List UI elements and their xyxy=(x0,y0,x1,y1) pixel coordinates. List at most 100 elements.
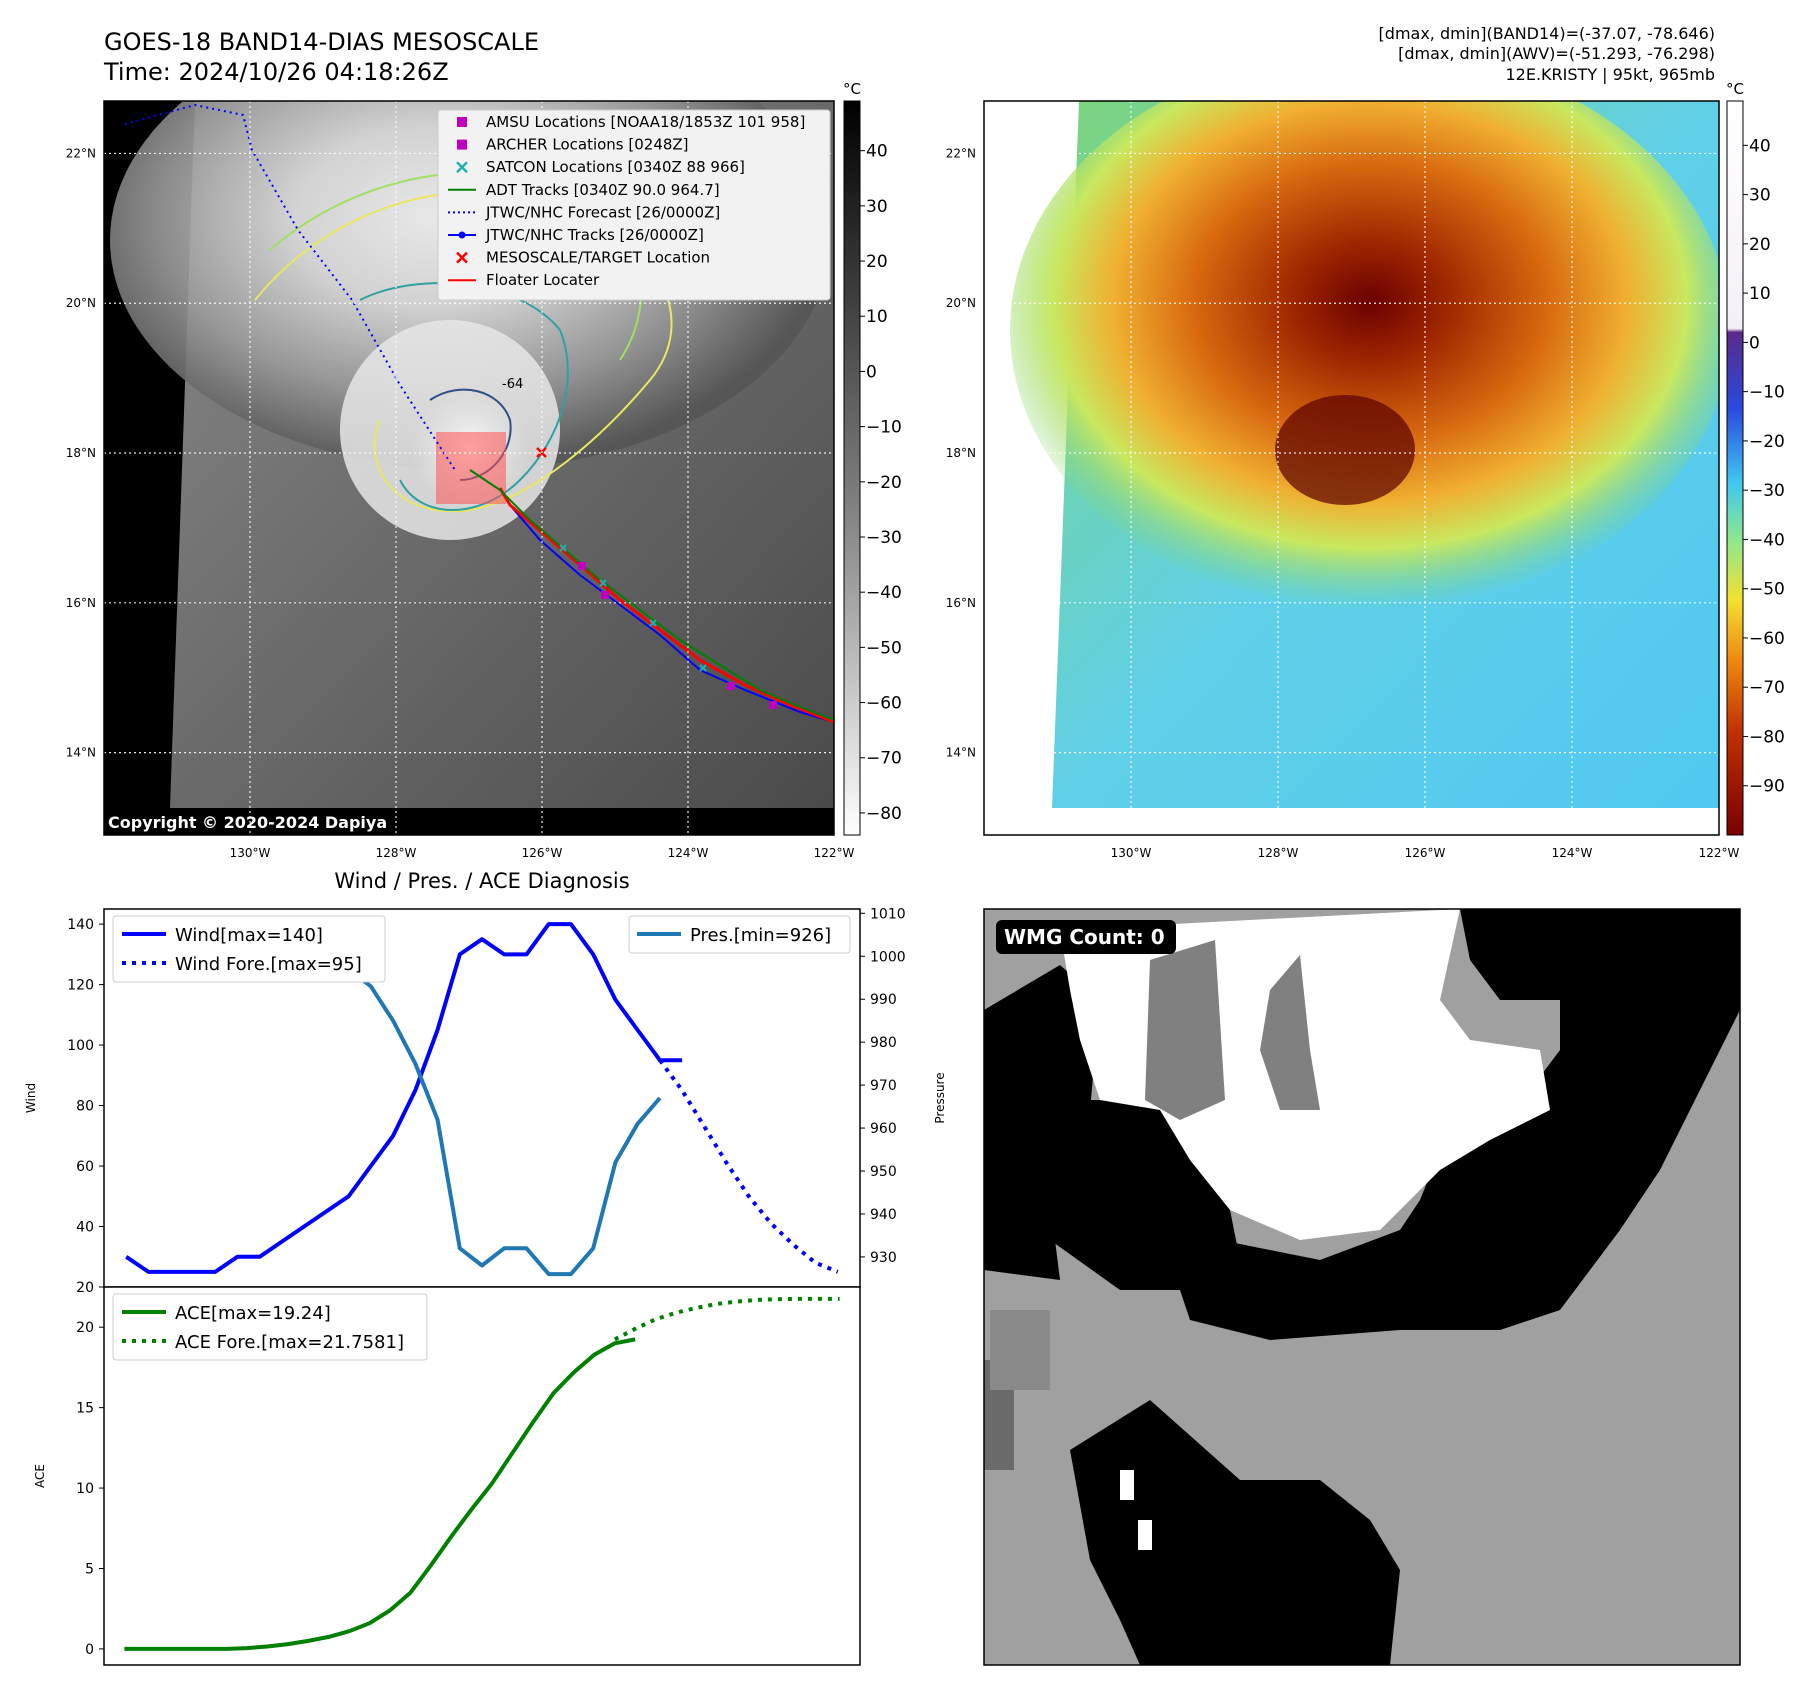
ir-colorbar-tick-label: −70 xyxy=(866,749,902,769)
wind-legend-box xyxy=(112,915,386,983)
awv-map-frame xyxy=(983,100,1720,836)
wind-legend-label: Wind[max=140] xyxy=(175,925,323,946)
wind-tick-label: 60 xyxy=(76,1159,94,1175)
awv-lat-label: 16°N xyxy=(946,596,976,610)
pressure-legend: Pres.[min=926] xyxy=(628,915,851,954)
ir-colorbar-tick-label: 0 xyxy=(866,362,877,382)
legend-label: ADT Tracks [0340Z 90.0 964.7] xyxy=(486,181,720,199)
ir-lat-label: 16°N xyxy=(66,596,96,610)
ir-contour-yellow xyxy=(254,190,673,513)
ir-colorbar-gradient xyxy=(843,100,861,836)
legend-label: MESOSCALE/TARGET Location xyxy=(486,249,710,267)
wmg-label-box xyxy=(996,920,1176,954)
ir-colorbar-tick-label: −40 xyxy=(866,583,902,603)
ir-colorbar-tick-label: −80 xyxy=(866,804,902,824)
awv-map-panel xyxy=(983,100,1720,836)
wind-tick-label: 120 xyxy=(67,978,94,994)
awv-lon-label: 128°W xyxy=(1258,846,1299,860)
ir-lon-label: 126°W xyxy=(522,846,563,860)
ir-gridlines xyxy=(104,101,834,835)
awv-map-ticks: 22°N 20°N 18°N 16°N 14°N 130°W 128°W 126°W 124°W… xyxy=(946,146,1740,860)
jtwc-track xyxy=(509,504,834,723)
ace-forecast-line xyxy=(613,1296,840,1342)
pressure-tick-label: 940 xyxy=(870,1207,897,1223)
legend-marker-x xyxy=(456,251,468,264)
ace-tick-label: 20 xyxy=(76,1320,94,1336)
awv-lon-label: 122°W xyxy=(1699,846,1740,860)
pressure-legend-box xyxy=(628,915,851,954)
wind-tick-label: 100 xyxy=(67,1038,94,1054)
legend-label: ARCHER Locations [0248Z] xyxy=(486,136,689,154)
ace-line xyxy=(124,1337,636,1651)
pressure-tick-label: 1010 xyxy=(870,906,906,922)
wind-tick-label: 140 xyxy=(67,917,94,933)
legend-label: SATCON Locations [0340Z 88 966] xyxy=(486,158,745,176)
wind-forecast-line xyxy=(658,1059,839,1274)
amsu-markers xyxy=(578,562,777,709)
copyright-text: Copyright © 2020-2024 Dapiya xyxy=(108,813,387,832)
pressure-tick-label: 980 xyxy=(870,1035,897,1051)
ir-colorbar: °C 40 30 20 10 0 −10 −20 −30 −40 −50 −60 −70 −80 xyxy=(843,80,902,836)
awv-colorbar-tick-label: 40 xyxy=(1749,136,1771,156)
legend-marker-square xyxy=(457,139,467,150)
floater-track xyxy=(498,487,834,724)
ace-tick-label: 10 xyxy=(76,1481,94,1497)
ir-lat-label: 14°N xyxy=(66,746,96,760)
awv-lon-label: 130°W xyxy=(1111,846,1152,860)
awv-colorbar-tick-label: −90 xyxy=(1749,777,1785,797)
awv-lat-label: 20°N xyxy=(946,296,976,310)
legend-label: JTWC/NHC Tracks [26/0000Z] xyxy=(485,226,704,244)
ace-ylabel: ACE xyxy=(33,1464,47,1488)
ir-lat-label: 22°N xyxy=(66,146,96,160)
awv-colorbar-tick-label: −70 xyxy=(1749,678,1785,698)
wind-tick-label: 40 xyxy=(76,1220,94,1236)
adt-track xyxy=(469,469,834,721)
awv-colorbar-tick-label: 10 xyxy=(1749,284,1771,304)
ace-legend-box xyxy=(112,1293,428,1361)
wmg-count-label: WMG Count: 0 xyxy=(1004,925,1165,949)
pressure-tick-label: 990 xyxy=(870,992,897,1008)
pressure-tick-label: 950 xyxy=(870,1164,897,1180)
pressure-tick-label: 970 xyxy=(870,1078,897,1094)
awv-storm-field xyxy=(1010,101,1719,610)
ace-tick-label: 15 xyxy=(76,1401,94,1417)
ir-colorbar-tick-label: 20 xyxy=(866,252,888,272)
ir-map-panel: -64 Copyright © 2020-2024 Dapiya AMSU Lo… xyxy=(103,100,835,836)
wind-chart-title: Wind / Pres. / ACE Diagnosis xyxy=(334,869,629,893)
wmg-frame xyxy=(983,908,1741,1666)
legend-box xyxy=(437,109,831,301)
ace-chart: 0 5 10 15 20 ACE ACE[max=19.24] ACE Fore.[ma… xyxy=(33,1286,861,1666)
pressure-ylabel: Pressure xyxy=(933,1072,947,1123)
ir-colorbar-tick-label: 40 xyxy=(866,142,888,162)
pressure-tick-label: 930 xyxy=(870,1250,897,1266)
legend-marker-dot xyxy=(458,231,466,239)
ace-tick-label: 5 xyxy=(85,1561,94,1577)
wmg-gray-regions xyxy=(984,940,1320,1470)
awv-colorbar: °C 40 30 20 10 0 −10 −20 −30 −40 −50 −60 −70 −80 −90 xyxy=(1726,80,1785,836)
ir-map-ticks: 22°N 20°N 18°N 16°N 14°N 130°W 128°W 126°W 124°W… xyxy=(66,146,855,860)
ir-colorbar-tick-label: −50 xyxy=(866,638,902,658)
ir-lat-label: 18°N xyxy=(66,446,96,460)
ir-lon-label: 124°W xyxy=(668,846,709,860)
ir-colorbar-tick-label: −60 xyxy=(866,694,902,714)
ir-colorbar-tick-label: 30 xyxy=(866,197,888,217)
ace-legend: ACE[max=19.24] ACE Fore.[max=21.7581] xyxy=(112,1293,428,1361)
awv-colorbar-tick-label: 0 xyxy=(1749,333,1760,353)
awv-colorbar-tick-label: −80 xyxy=(1749,727,1785,747)
ir-colorbar-unit: °C xyxy=(843,80,861,98)
ace-tick-label: 0 xyxy=(85,1642,94,1658)
legend-label: AMSU Locations [NOAA18/1853Z 101 958] xyxy=(486,113,805,131)
wmg-panel: WMG Count: 0 xyxy=(983,908,1741,1666)
awv-colorbar-tick-label: −50 xyxy=(1749,580,1785,600)
wind-line xyxy=(125,922,683,1274)
awv-colorbar-gradient xyxy=(1726,100,1744,836)
pressure-tick-label: 960 xyxy=(870,1121,897,1137)
legend-label: Floater Locater xyxy=(486,271,600,289)
awv-core xyxy=(1275,395,1415,505)
ir-lon-label: 130°W xyxy=(230,846,271,860)
copyright-bar xyxy=(104,808,834,835)
awv-colorbar-tick-label: −60 xyxy=(1749,629,1785,649)
awv-colorbar-tick-label: −30 xyxy=(1749,481,1785,501)
awv-colorbar-tick-label: −40 xyxy=(1749,530,1785,550)
